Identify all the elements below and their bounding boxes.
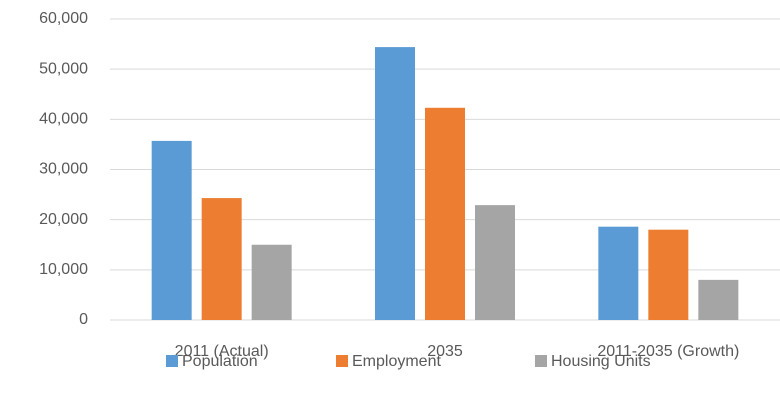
- y-tick-label: 0: [79, 311, 88, 328]
- y-tick-label: 50,000: [39, 60, 88, 77]
- legend-swatch: [535, 355, 547, 367]
- legend-label: Employment: [352, 353, 441, 370]
- bar: [425, 107, 465, 320]
- y-tick-label: 10,000: [39, 261, 88, 278]
- bar: [251, 244, 292, 320]
- legend-label: Population: [182, 353, 258, 370]
- bar: [648, 229, 689, 320]
- bar: [475, 205, 515, 320]
- y-tick-label: 20,000: [39, 211, 88, 228]
- x-tick-label: 2035: [427, 343, 463, 360]
- x-tick-label: 2011-2035 (Growth): [597, 343, 739, 360]
- bar: [151, 140, 192, 320]
- legend-swatch: [336, 355, 348, 367]
- y-tick-label: 30,000: [39, 161, 88, 178]
- bar: [698, 279, 739, 320]
- x-tick-label: 2011 (Actual): [175, 343, 269, 360]
- legend-swatch: [166, 355, 178, 367]
- y-tick-label: 40,000: [39, 111, 88, 128]
- bar: [201, 198, 242, 320]
- legend-label: Housing Units: [551, 353, 651, 370]
- y-tick-label: 60,000: [39, 10, 88, 27]
- bar: [375, 47, 415, 321]
- bar: [598, 226, 639, 320]
